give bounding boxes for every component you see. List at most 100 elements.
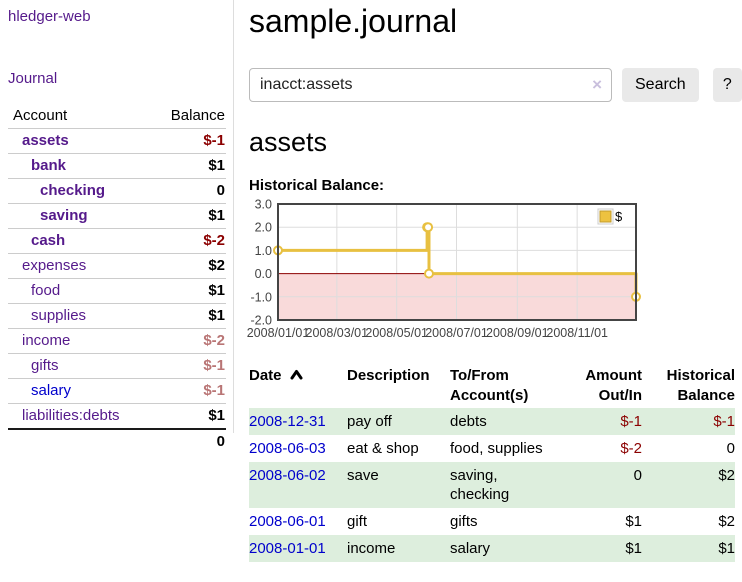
accounts-cell: saving, checking — [450, 467, 510, 503]
accounts-table-body: assets $-1 bank $1 checking 0 saving $1 cash $-2 e… — [8, 128, 226, 430]
account-balance: $-1 — [153, 128, 226, 154]
account-link[interactable]: salary — [31, 382, 72, 399]
balance-cell: $1 — [718, 540, 735, 557]
x-tick-label: 2008/11/01 — [546, 326, 608, 340]
account-balance: $1 — [153, 203, 226, 229]
account-row: cash $-2 — [8, 228, 226, 254]
date-link[interactable]: 2008-01-01 — [249, 540, 326, 557]
account-balance: $-2 — [153, 228, 226, 254]
account-balance: $2 — [153, 253, 226, 279]
app-title: hledger-web — [8, 8, 225, 25]
account-row: salary $-1 — [8, 378, 226, 404]
account-link[interactable]: food — [31, 282, 61, 299]
amount-cell: $1 — [625, 513, 642, 530]
column-header-historical-balance: Historical Balance — [666, 367, 735, 404]
table-row: 2008-06-01 gift gifts $1 $2 — [249, 508, 735, 535]
table-row: 2008-06-02 save saving, checking 0 $2 — [249, 462, 735, 508]
data-point-marker — [423, 222, 434, 233]
column-header-balance: Balance — [153, 104, 226, 129]
account-link[interactable]: income — [22, 332, 71, 349]
account-balance: $1 — [153, 278, 226, 304]
accounts-total-spacer — [8, 428, 154, 454]
legend-swatch — [599, 210, 612, 223]
account-balance: $1 — [153, 403, 226, 430]
table-row: 2008-12-31 pay off debts $-1 $-1 — [249, 408, 735, 435]
y-tick-label: 3.0 — [255, 198, 272, 212]
page-title: sample.journal — [249, 3, 458, 39]
amount-cell: $1 — [625, 540, 642, 557]
journal-link[interactable]: Journal — [8, 70, 58, 87]
x-tick-label: 2008/05/01 — [365, 326, 428, 340]
register-header-row: Date Description To/From Account(s) Amou… — [249, 364, 735, 408]
balance-cell: $2 — [718, 467, 735, 484]
account-link[interactable]: expenses — [22, 257, 87, 274]
balance-cell: $-1 — [713, 413, 735, 430]
account-row: liabilities:debts $1 — [8, 403, 226, 430]
table-row: 2008-01-01 income salary $1 $1 — [249, 535, 735, 562]
clear-search-icon[interactable]: × — [592, 75, 602, 94]
account-balance: $-1 — [153, 378, 226, 404]
search-button[interactable]: Search — [622, 68, 699, 102]
account-row: food $1 — [8, 278, 226, 304]
page-layout: hledger-web Journal Account Balance asse… — [0, 0, 742, 562]
x-tick-label: 2008/01/01 — [247, 326, 310, 340]
y-tick-label: 0.0 — [255, 267, 272, 281]
date-link[interactable]: 2008-12-31 — [249, 413, 326, 430]
date-cell: 2008-06-01 — [249, 508, 347, 535]
y-tick-label: 2.0 — [255, 221, 272, 235]
account-link[interactable]: gifts — [31, 357, 59, 374]
y-tick-label: -2.0 — [250, 314, 272, 328]
balance-cell: 0 — [726, 440, 735, 457]
x-tick-label: 2008/07/01 — [425, 326, 488, 340]
accounts-cell: debts — [450, 413, 487, 430]
date-cell: 2008-06-03 — [249, 435, 347, 462]
description-cell: eat & shop — [347, 440, 419, 457]
amount-cell: $-2 — [620, 440, 642, 457]
column-header-date[interactable]: Date — [249, 364, 347, 408]
account-row: saving $1 — [8, 203, 226, 229]
register-table: Date Description To/From Account(s) Amou… — [249, 364, 735, 562]
x-tick-label: 2008/03/01 — [306, 326, 369, 340]
account-balance: $1 — [153, 153, 226, 179]
date-link[interactable]: 2008-06-02 — [249, 467, 326, 484]
accounts-table: Account Balance assets $-1 bank $1 checking 0… — [8, 104, 226, 454]
date-link[interactable]: 2008-06-01 — [249, 513, 326, 530]
chart-title: Historical Balance: — [249, 177, 385, 194]
account-row: checking 0 — [8, 178, 226, 204]
date-cell: 2008-12-31 — [249, 408, 347, 435]
data-point-marker — [424, 268, 434, 279]
search-input[interactable] — [249, 68, 612, 102]
account-link[interactable]: saving — [40, 207, 88, 224]
amount-cell: $-1 — [620, 413, 642, 430]
account-link[interactable]: liabilities:debts — [22, 407, 120, 424]
y-tick-label: 1.0 — [255, 244, 272, 258]
search-input-wrap: × — [249, 68, 612, 102]
column-header-amount: Amount Out/In — [585, 367, 642, 404]
column-header-description: Description — [347, 367, 430, 384]
account-link[interactable]: cash — [31, 232, 66, 249]
balance-cell: $2 — [718, 513, 735, 530]
accounts-total-row: 0 — [8, 428, 226, 454]
account-balance: $-1 — [153, 353, 226, 379]
column-header-account: Account — [8, 104, 154, 129]
account-link[interactable]: checking — [40, 182, 106, 199]
account-row: supplies $1 — [8, 303, 226, 329]
app-title-link[interactable]: hledger-web — [8, 8, 91, 25]
date-link[interactable]: 2008-06-03 — [249, 440, 326, 457]
account-balance: 0 — [153, 178, 226, 204]
account-link[interactable]: assets — [22, 132, 69, 149]
account-link[interactable]: supplies — [31, 307, 87, 324]
date-header-label: Date — [249, 367, 282, 384]
sort-ascending-icon — [290, 370, 303, 380]
legend-label: $ — [615, 209, 623, 224]
y-tick-label: -1.0 — [250, 290, 272, 304]
register-table-body: 2008-12-31 pay off debts $-1 $-1 2008-06-03 ea… — [249, 408, 735, 562]
account-balance: $1 — [153, 303, 226, 329]
account-row: assets $-1 — [8, 128, 226, 154]
help-button[interactable]: ? — [712, 68, 742, 102]
sidebar: hledger-web Journal Account Balance asse… — [0, 0, 234, 454]
search-bar: × Search ? — [249, 68, 742, 102]
account-row: income $-2 — [8, 328, 226, 354]
description-cell: save — [347, 467, 379, 484]
account-link[interactable]: bank — [31, 157, 67, 174]
